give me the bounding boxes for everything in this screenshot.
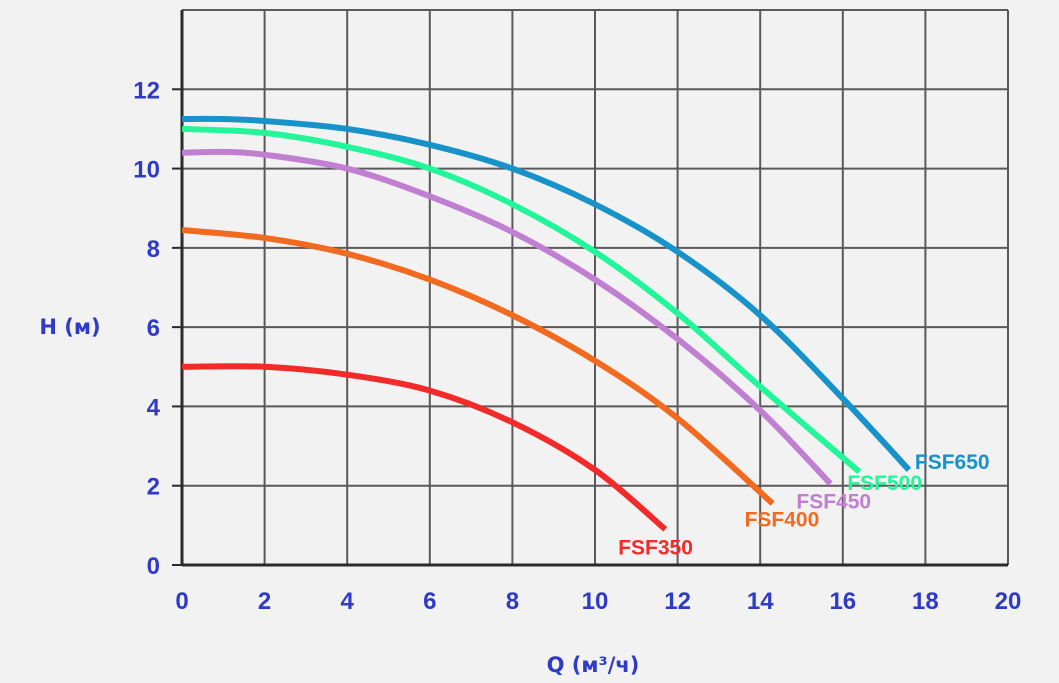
y-axis-title: H (м) — [39, 315, 100, 339]
y-tick-label: 10 — [133, 157, 160, 184]
series-line-fsf400 — [181, 227, 775, 506]
x-tick-label: 4 — [341, 588, 355, 615]
x-tick-label: 2 — [258, 588, 271, 615]
y-tick-label: 12 — [133, 77, 160, 104]
grid — [181, 9, 1009, 565]
series-line-fsf650 — [181, 115, 912, 472]
y-tick-label: 2 — [147, 474, 160, 501]
x-tick-label: 18 — [912, 588, 939, 615]
x-tick-label: 20 — [995, 588, 1022, 615]
series-lines — [181, 115, 912, 532]
series-label-fsf400: FSF400 — [745, 509, 820, 532]
tick-labels: 0 2 4 6 8 10 12 14 16 18 20 0 2 4 6 8 10 12 — [133, 77, 1021, 615]
y-tick-label: 8 — [147, 236, 160, 263]
x-tick-label: 16 — [829, 588, 856, 615]
y-tick-label: 4 — [147, 394, 161, 421]
series-label-fsf350: FSF350 — [618, 536, 693, 559]
axes — [172, 10, 1008, 567]
x-tick-label: 10 — [582, 588, 609, 615]
series-line-fsf350 — [181, 363, 668, 532]
x-tick-label: 6 — [423, 588, 436, 615]
x-tick-label: 14 — [747, 588, 774, 615]
y-tick-label: 0 — [147, 553, 160, 580]
series-line-fsf500 — [181, 125, 862, 475]
y-tick-label: 6 — [147, 315, 160, 342]
series-label-fsf650: FSF650 — [915, 451, 990, 474]
series-label-fsf500: FSF500 — [847, 472, 922, 495]
x-tick-label: 8 — [506, 588, 519, 615]
x-axis-title: Q (м³/ч) — [547, 653, 640, 677]
x-tick-label: 12 — [664, 588, 691, 615]
series-label-fsf450: FSF450 — [796, 491, 871, 514]
series-line-fsf450 — [181, 148, 833, 486]
x-tick-label: 0 — [175, 588, 188, 615]
